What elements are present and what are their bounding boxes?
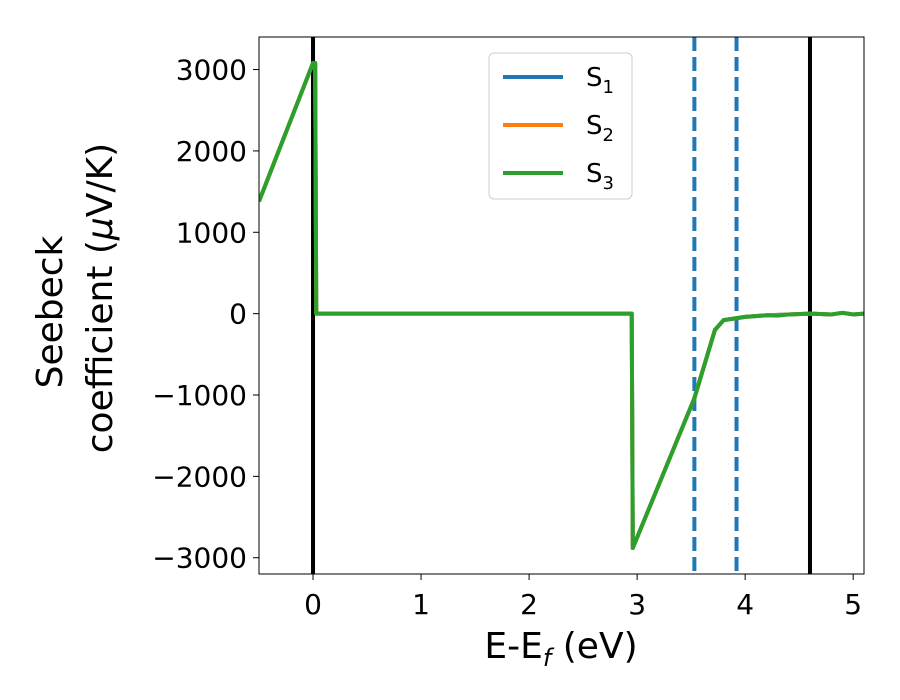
y-tick-label: −3000	[152, 542, 247, 575]
x-axis-ticks: 0 1 2 3 4 5	[304, 574, 862, 621]
y-axis-label-line2: coefficient (μV/K)	[80, 143, 121, 453]
series-lines	[259, 61, 864, 550]
y-axis-label-rest: V/K)	[80, 143, 121, 217]
legend: S1 S2 S3	[488, 52, 633, 200]
legend-label-3: S3	[586, 159, 614, 194]
y-axis-label-line1-text: Seebeck	[30, 235, 71, 388]
x-tick-label: 4	[736, 588, 754, 621]
y-axis-label-line1: Seebeck	[30, 235, 71, 388]
y-tick-label: −2000	[152, 460, 247, 493]
x-tick-label: 3	[628, 588, 646, 621]
legend-label-2: S2	[586, 111, 614, 146]
y-tick-label: 0	[229, 298, 247, 331]
vertical-lines	[311, 37, 812, 574]
x-tick-label: 2	[520, 588, 538, 621]
y-axis-label: Seebeck coefficient (μV/K)	[30, 143, 121, 453]
legend-label-1: S1	[586, 63, 614, 98]
y-tick-label: 1000	[176, 216, 247, 249]
y-tick-label: 2000	[176, 135, 247, 168]
y-tick-label: 3000	[176, 54, 247, 87]
y-axis-label-mu: μ	[80, 217, 121, 241]
x-tick-label: 5	[844, 588, 862, 621]
y-tick-label: −1000	[152, 379, 247, 412]
x-axis-label-unit: (eV)	[551, 626, 637, 667]
y-axis-label-line2-text: coefficient (	[80, 240, 121, 453]
x-tick-label: 1	[412, 588, 430, 621]
y-axis-ticks: −3000 −2000 −1000 0 1000 2000 3000	[152, 54, 259, 575]
x-axis-label: E-Ef (eV)	[484, 626, 637, 672]
series-line-3	[259, 61, 864, 550]
x-tick-label: 0	[304, 588, 322, 621]
plot-frame	[258, 36, 865, 575]
x-axis-label-main: E-E	[484, 626, 542, 667]
